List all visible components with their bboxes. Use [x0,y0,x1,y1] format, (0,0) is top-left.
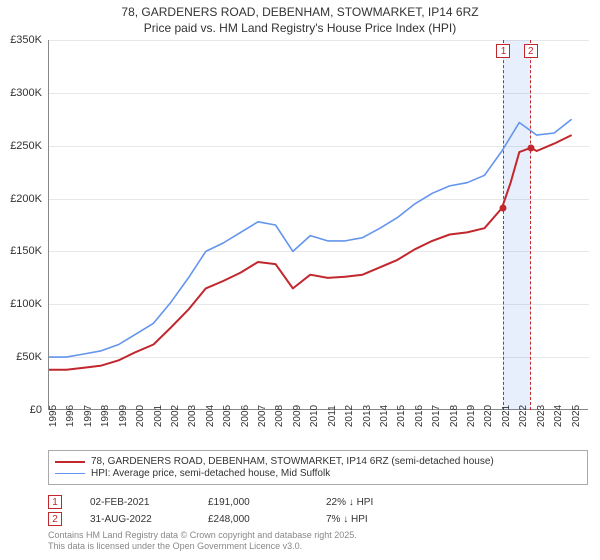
x-axis-tick-label: 2006 [240,405,251,427]
sale-marker-label: 2 [524,44,538,58]
footer-line-2: This data is licensed under the Open Gov… [48,541,357,552]
data-point-price: £191,000 [208,497,298,508]
legend-item: HPI: Average price, semi-detached house,… [55,468,581,479]
data-point-row: 2 31-AUG-2022 £248,000 7% ↓ HPI [48,512,416,526]
footer-line-1: Contains HM Land Registry data © Crown c… [48,530,357,541]
x-axis-tick-label: 2012 [344,405,355,427]
x-axis-tick-label: 1998 [100,405,111,427]
x-axis-tick-label: 2025 [571,405,582,427]
x-axis-tick-label: 1996 [65,405,76,427]
chart-container: 78, GARDENERS ROAD, DEBENHAM, STOWMARKET… [0,0,600,560]
y-axis-tick-label: £200K [10,193,42,205]
y-axis-tick-label: £150K [10,245,42,257]
x-axis-tick-label: 2009 [292,405,303,427]
x-axis-tick-label: 2002 [170,405,181,427]
x-axis-tick-label: 2022 [518,405,529,427]
footer-attribution: Contains HM Land Registry data © Crown c… [48,530,357,553]
x-axis-tick-label: 2023 [536,405,547,427]
data-point-delta: 7% ↓ HPI [326,514,416,525]
title-line-1: 78, GARDENERS ROAD, DEBENHAM, STOWMARKET… [0,4,600,20]
x-axis-tick-label: 1995 [48,405,59,427]
x-axis-tick-label: 2015 [396,405,407,427]
x-axis-tick-label: 2010 [309,405,320,427]
series-line [49,135,572,370]
legend-label: 78, GARDENERS ROAD, DEBENHAM, STOWMARKET… [91,456,494,467]
x-axis-tick-label: 2005 [222,405,233,427]
legend-swatch [55,473,85,475]
y-axis-tick-label: £0 [30,404,42,416]
data-point-date: 31-AUG-2022 [90,514,180,525]
sale-marker-label: 1 [496,44,510,58]
x-axis-tick-label: 2014 [379,405,390,427]
x-axis-tick-label: 2024 [553,405,564,427]
chart-area: 12 £0£50K£100K£150K£200K£250K£300K£350K … [48,40,588,410]
x-axis-tick-label: 2018 [449,405,460,427]
title-line-2: Price paid vs. HM Land Registry's House … [0,20,600,36]
x-axis-tick-label: 2013 [362,405,373,427]
y-axis-tick-label: £300K [10,87,42,99]
plot-area: 12 [48,40,588,410]
x-axis-tick-label: 2003 [187,405,198,427]
x-axis-tick-label: 2020 [483,405,494,427]
x-axis-tick-label: 2021 [501,405,512,427]
y-axis-tick-label: £350K [10,34,42,46]
y-axis-tick-label: £50K [16,351,42,363]
x-axis-tick-label: 2000 [135,405,146,427]
x-axis-tick-label: 1997 [83,405,94,427]
data-point-price: £248,000 [208,514,298,525]
legend-swatch [55,461,85,463]
data-point-table: 1 02-FEB-2021 £191,000 22% ↓ HPI 2 31-AUG-202… [48,492,416,529]
data-point-row: 1 02-FEB-2021 £191,000 22% ↓ HPI [48,495,416,509]
legend-item: 78, GARDENERS ROAD, DEBENHAM, STOWMARKET… [55,456,581,467]
x-axis-tick-label: 2004 [205,405,216,427]
x-axis-tick-label: 2019 [466,405,477,427]
x-axis-tick-label: 2008 [274,405,285,427]
line-plot-svg [49,40,589,410]
x-axis-tick-label: 2007 [257,405,268,427]
data-point-delta: 22% ↓ HPI [326,497,416,508]
y-axis-tick-label: £250K [10,140,42,152]
chart-title-block: 78, GARDENERS ROAD, DEBENHAM, STOWMARKET… [0,0,600,36]
x-axis-tick-label: 2001 [153,405,164,427]
x-axis-tick-label: 2011 [327,405,338,427]
data-point-marker: 1 [48,495,62,509]
sale-marker-dot [500,205,507,212]
legend: 78, GARDENERS ROAD, DEBENHAM, STOWMARKET… [48,450,588,485]
data-point-date: 02-FEB-2021 [90,497,180,508]
legend-label: HPI: Average price, semi-detached house,… [91,468,330,479]
sale-marker-dot [527,144,534,151]
y-axis-tick-label: £100K [10,298,42,310]
data-point-marker: 2 [48,512,62,526]
x-axis-tick-label: 2016 [414,405,425,427]
x-axis-tick-label: 1999 [118,405,129,427]
x-axis-tick-label: 2017 [431,405,442,427]
series-line [49,119,572,357]
